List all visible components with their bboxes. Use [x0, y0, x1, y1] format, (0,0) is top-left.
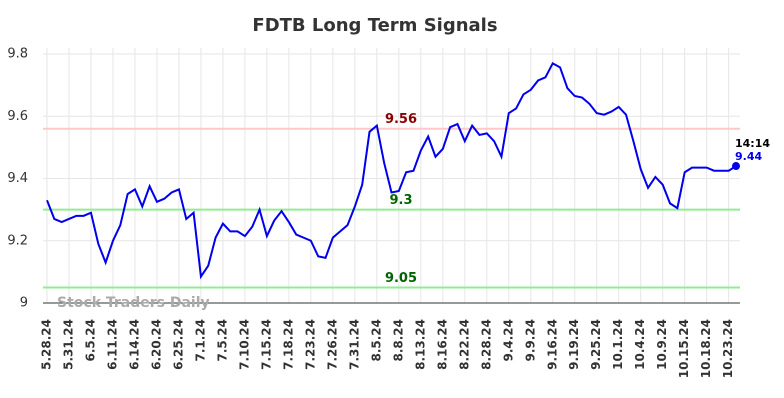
- x-tick-label: 6.20.24: [149, 319, 163, 370]
- x-tick-label: 6.25.24: [171, 319, 185, 370]
- x-tick-label: 10.4.24: [633, 319, 647, 370]
- x-tick-label: 7.18.24: [281, 319, 295, 370]
- x-tick-label: 8.16.24: [435, 319, 449, 370]
- x-tick-label: 7.1.24: [193, 319, 207, 362]
- x-tick-label: 10.23.24: [721, 319, 735, 378]
- x-tick-label: 7.5.24: [215, 319, 229, 362]
- x-tick-label: 8.8.24: [391, 319, 405, 362]
- x-tick-label: 7.15.24: [259, 319, 273, 370]
- x-tick-label: 6.14.24: [127, 319, 141, 370]
- y-tick-label: 9.2: [7, 233, 28, 248]
- x-tick-label: 9.4.24: [501, 319, 515, 362]
- signal-label: 9.3: [389, 193, 412, 208]
- last-time: 14:14: [735, 137, 770, 150]
- x-tick-label: 10.9.24: [655, 319, 669, 370]
- x-tick-label: 6.5.24: [83, 319, 97, 362]
- y-tick-label: 9: [20, 296, 28, 311]
- x-tick-label: 7.31.24: [347, 319, 361, 370]
- x-tick-label: 7.23.24: [303, 319, 317, 370]
- x-tick-label: 9.16.24: [545, 319, 559, 370]
- signal-label: 9.56: [385, 112, 417, 127]
- x-tick-label: 9.19.24: [567, 319, 581, 370]
- x-tick-label: 9.25.24: [589, 319, 603, 370]
- x-tick-label: 7.26.24: [325, 319, 339, 370]
- x-tick-label: 10.18.24: [699, 319, 713, 378]
- x-tick-label: 9.9.24: [523, 319, 537, 362]
- x-tick-label: 5.31.24: [61, 319, 75, 370]
- x-tick-label: 7.10.24: [237, 319, 251, 370]
- x-tick-label: 8.22.24: [457, 319, 471, 370]
- last-point: [732, 162, 740, 171]
- x-tick-label: 8.5.24: [369, 319, 383, 362]
- y-tick-label: 9.4: [7, 171, 28, 186]
- price-line: [46, 61, 737, 280]
- watermark: Stock Traders Daily: [57, 295, 210, 311]
- chart-title: FDTB Long Term Signals: [252, 15, 497, 36]
- x-tick-label: 6.11.24: [105, 319, 119, 370]
- x-tick-label: 5.28.24: [40, 319, 54, 370]
- x-tick-label: 8.28.24: [479, 319, 493, 370]
- x-tick-label: 8.13.24: [413, 319, 427, 370]
- x-tick-label: 10.1.24: [611, 319, 625, 370]
- signal-label: 9.05: [385, 271, 417, 286]
- y-tick-label: 9.8: [7, 47, 28, 62]
- x-tick-label: 10.15.24: [677, 319, 691, 378]
- y-tick-label: 9.6: [7, 109, 28, 124]
- last-value: 9.44: [735, 150, 762, 163]
